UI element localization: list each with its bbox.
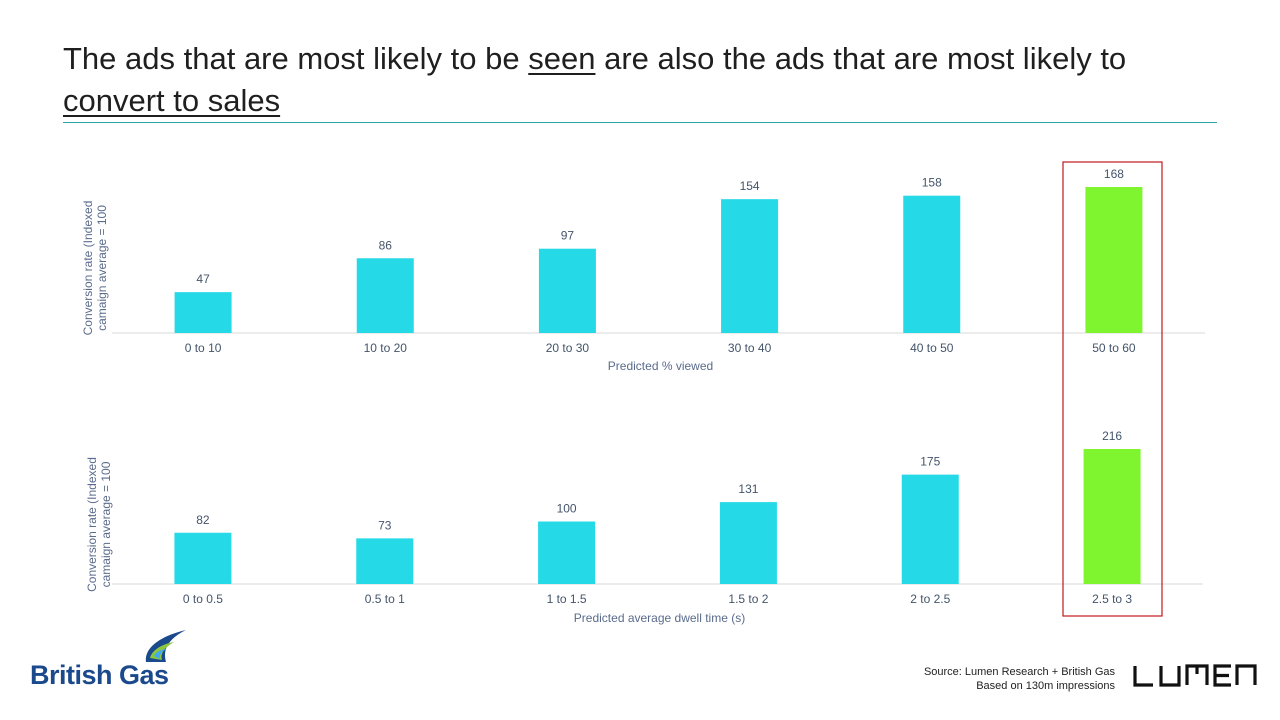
chart-2-bar [538,521,596,584]
british-gas-flame-icon [145,630,186,662]
title-divider [63,122,1217,123]
chart-1-x-tick-label: 20 to 30 [546,341,590,355]
chart-1-x-tick-label: 50 to 60 [1092,341,1136,355]
chart-2-x-tick-label: 0 to 0.5 [183,592,223,606]
y-axis-label-line-2: camaign average = 100 [95,205,109,331]
chart-2-data-label: 131 [738,482,758,496]
chart-1-data-label: 168 [1104,167,1124,181]
chart-1-bar [356,258,414,333]
source-line-1: Source: Lumen Research + British Gas [923,666,1115,678]
chart-2-data-label: 73 [378,518,392,532]
chart-2-bar [901,474,959,584]
title-part-2: are also the ads that are most likely to [595,41,1127,76]
y-axis-label-line-1: Conversion rate (Indexed [81,201,95,336]
chart-2-x-axis-label: Predicted average dwell time (s) [574,611,745,625]
british-gas-logo-text: British Gas [30,660,169,690]
chart-1-data-label: 47 [196,272,210,286]
chart-2-data-label: 82 [196,513,210,527]
chart-1-x-tick-label: 10 to 20 [364,341,408,355]
chart-1-x-tick-label: 40 to 50 [910,341,954,355]
chart-2-x-tick-label: 1 to 1.5 [547,592,587,606]
lumen-logo [1133,664,1257,687]
chart-2-data-label: 100 [557,502,577,516]
chart-1-bar [721,199,779,333]
y-axis-label-line-1: Conversion rate (Indexed [85,457,99,592]
chart-1-bar [1085,187,1143,333]
chart-2-x-tick-label: 0.5 to 1 [365,592,405,606]
source-line-2: Based on 130m impressions [976,680,1115,692]
chart-1-data-label: 97 [561,229,575,243]
y-axis-label-line-2: camaign average = 100 [99,461,113,587]
chart-1-x-tick-label: 30 to 40 [728,341,772,355]
highlight-box [1062,161,1163,617]
title-part-1: The ads that are most likely to be [63,41,529,76]
chart-2-x-tick-label: 1.5 to 2 [728,592,768,606]
chart-2-x-tick-label: 2 to 2.5 [910,592,950,606]
chart-1-bar [538,248,596,333]
chart-1-data-label: 86 [379,238,393,252]
chart-2-y-axis-label: Conversion rate (Indexed camaign average … [85,457,113,592]
source-note: Source: Lumen Research + British Gas Bas… [924,665,1115,693]
chart-2-bar [356,538,414,584]
chart-1-x-tick-label: 0 to 10 [185,341,222,355]
chart-1-x-axis-label: Predicted % viewed [608,359,713,373]
page-title: The ads that are most likely to be seen … [63,38,1223,122]
chart-1-data-label: 158 [922,176,942,190]
chart-2-bar [1083,449,1141,584]
title-emphasis-convert: convert to sales [63,83,281,118]
chart-2-data-label: 216 [1102,429,1122,443]
chart-1-y-axis-label: Conversion rate (Indexed camaign average … [81,201,109,336]
title-emphasis-seen: seen [528,41,596,76]
chart-2-bar [719,502,777,584]
chart-2-data-label: 175 [920,455,940,469]
chart-1-data-label: 154 [740,179,760,193]
chart-1-bar [174,292,232,333]
chart-2-bar [174,532,232,584]
chart-1-bar [903,195,961,333]
chart-2-x-tick-label: 2.5 to 3 [1092,592,1132,606]
